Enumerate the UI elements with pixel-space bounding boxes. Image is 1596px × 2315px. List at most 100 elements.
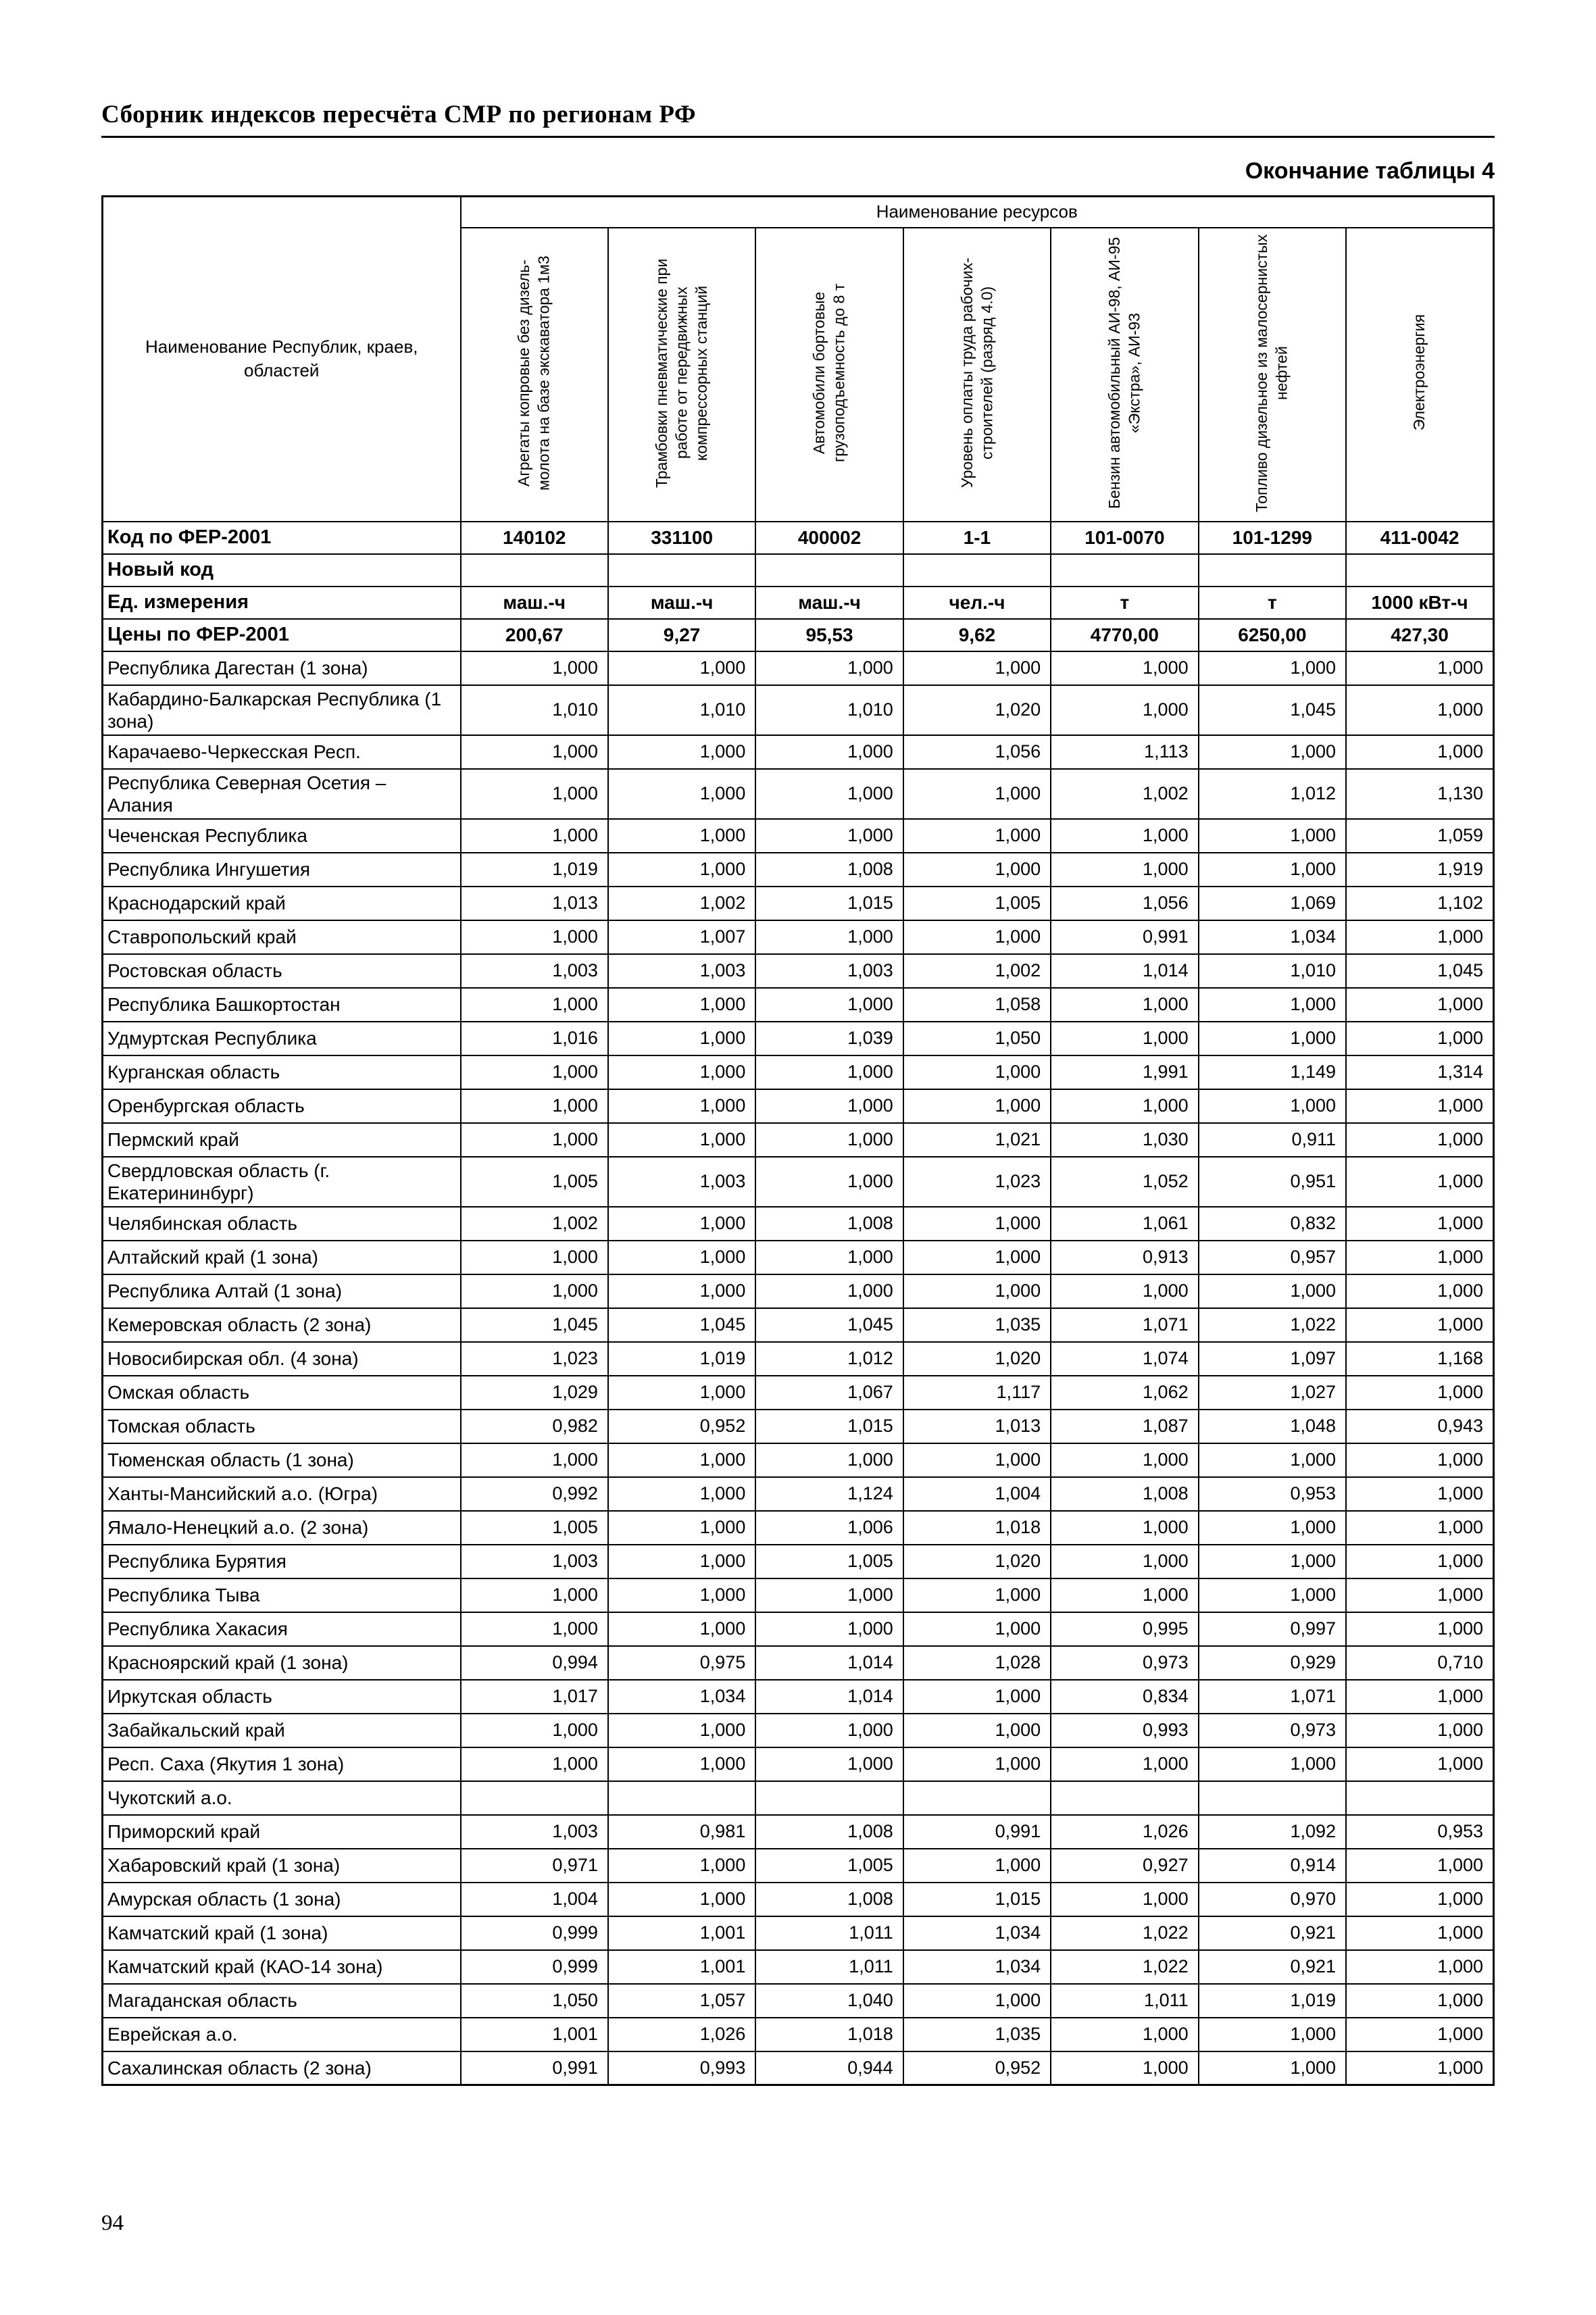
region-name: Сахалинская область (2 зона) [101, 2050, 462, 2086]
index-value: 1,000 [459, 1577, 609, 1613]
info-row-value: 9,62 [902, 618, 1052, 652]
index-value: 1,000 [1197, 1088, 1347, 1124]
index-value: 0,993 [1050, 1712, 1199, 1748]
index-value: 0,992 [459, 1476, 609, 1512]
index-value: 1,000 [902, 919, 1052, 955]
index-value: 1,000 [607, 768, 757, 820]
index-value: 1,005 [755, 1543, 904, 1579]
index-value: 1,000 [1197, 2050, 1347, 2086]
index-value: 1,000 [459, 1239, 609, 1275]
info-row-value [1345, 553, 1495, 587]
info-row-value: 331100 [607, 520, 757, 555]
index-value: 1,069 [1197, 885, 1347, 921]
index-value: 1,000 [1345, 734, 1495, 770]
index-value: 1,000 [1345, 1374, 1495, 1410]
index-value: 1,000 [1197, 2016, 1347, 2052]
index-value: 1,003 [459, 1814, 609, 1849]
index-value: 1,000 [459, 919, 609, 955]
index-value: 1,000 [755, 919, 904, 955]
index-value: 1,059 [1345, 818, 1495, 853]
index-value: 1,008 [755, 1205, 904, 1241]
region-name: Респ. Саха (Якутия 1 зона) [101, 1746, 462, 1782]
region-name: Курганская область [101, 1054, 462, 1090]
index-value: 1,000 [607, 1239, 757, 1275]
resource-column-header: Агрегаты копровые без дизель-молота на б… [459, 226, 609, 522]
index-value: 1,000 [607, 1374, 757, 1410]
region-name: Республика Бурятия [101, 1543, 462, 1579]
region-name: Красноярский край (1 зона) [101, 1645, 462, 1681]
index-value: 1,000 [1345, 1678, 1495, 1714]
info-row-value [607, 553, 757, 587]
index-value: 0,999 [459, 1915, 609, 1951]
table-row: Республика Хакасия 1,000 1,000 1,000 1,000 0,… [101, 1611, 1495, 1647]
index-value: 1,000 [1050, 851, 1199, 887]
index-value: 1,035 [902, 1307, 1052, 1343]
index-value: 1,000 [755, 1746, 904, 1782]
index-value: 0,911 [1197, 1122, 1347, 1158]
region-name: Камчатский край (КАО-14 зона) [101, 1949, 462, 1985]
index-value: 1,000 [755, 1122, 904, 1158]
region-name: Республика Северная Осетия – Алания [101, 768, 462, 820]
index-value: 1,000 [1345, 919, 1495, 955]
index-value: 1,003 [459, 1543, 609, 1579]
index-value: 1,000 [1345, 650, 1495, 686]
index-value: 1,000 [459, 987, 609, 1022]
index-value: 1,000 [1050, 1442, 1199, 1478]
index-value: 1,023 [459, 1341, 609, 1376]
index-value: 1,000 [607, 1577, 757, 1613]
index-value: 1,919 [1345, 851, 1495, 887]
table-row: Омская область 1,029 1,000 1,067 1,117 1,062 1… [101, 1374, 1495, 1410]
info-row-value: маш.-ч [459, 585, 609, 620]
info-row-value [1197, 553, 1347, 587]
index-value: 1,000 [902, 1577, 1052, 1613]
table-row: Амурская область (1 зона) 1,004 1,000 1,008… [101, 1881, 1495, 1917]
index-value: 1,000 [1050, 2050, 1199, 2086]
index-value: 1,034 [902, 1915, 1052, 1951]
index-value: 1,048 [1197, 1408, 1347, 1444]
region-name: Ставропольский край [101, 919, 462, 955]
index-value: 1,000 [1345, 1847, 1495, 1883]
index-value: 1,006 [755, 1510, 904, 1545]
index-value: 1,000 [459, 650, 609, 686]
index-value: 1,000 [1050, 1510, 1199, 1545]
index-value: 1,000 [459, 768, 609, 820]
index-value: 1,013 [459, 885, 609, 921]
region-rows: Республика Дагестан (1 зона) 1,000 1,000 1,… [101, 650, 1495, 2086]
index-value: 0,994 [459, 1645, 609, 1681]
index-value [607, 1780, 757, 1816]
index-value: 1,314 [1345, 1054, 1495, 1090]
table-row: Иркутская область 1,017 1,034 1,014 1,000 0,8… [101, 1678, 1495, 1714]
table-row: Свердловская область (г. Екатерининбург)… [101, 1155, 1495, 1208]
table-row: Камчатский край (1 зона) 0,999 1,001 1,011 1… [101, 1915, 1495, 1951]
index-value: 0,944 [755, 2050, 904, 2086]
index-value: 1,000 [1345, 1915, 1495, 1951]
region-name: Ростовская область [101, 953, 462, 989]
index-value: 1,000 [1345, 1510, 1495, 1545]
index-value: 0,921 [1197, 1915, 1347, 1951]
index-value: 1,000 [1197, 1510, 1347, 1545]
index-value: 1,052 [1050, 1155, 1199, 1208]
table-row: Магаданская область 1,050 1,057 1,040 1,000 1… [101, 1983, 1495, 2018]
index-value: 1,000 [755, 734, 904, 770]
index-value: 1,000 [459, 1746, 609, 1782]
index-value: 1,000 [755, 1239, 904, 1275]
index-value: 1,002 [902, 953, 1052, 989]
index-value: 1,000 [1050, 1577, 1199, 1613]
table-row: Еврейская а.о. 1,001 1,026 1,018 1,035 1,000 1… [101, 2016, 1495, 2052]
index-value: 1,000 [902, 1611, 1052, 1647]
index-value: 1,000 [902, 1847, 1052, 1883]
index-value: 1,000 [902, 851, 1052, 887]
index-value: 0,952 [902, 2050, 1052, 2086]
index-value: 1,000 [1197, 1442, 1347, 1478]
index-value: 1,000 [1345, 2050, 1495, 2086]
region-name: Забайкальский край [101, 1712, 462, 1748]
info-row-value [459, 553, 609, 587]
index-value: 1,010 [459, 684, 609, 736]
index-value: 1,000 [607, 1543, 757, 1579]
index-value: 1,034 [607, 1678, 757, 1714]
info-row-label: Новый код [101, 553, 462, 587]
index-value: 1,022 [1050, 1915, 1199, 1951]
region-name: Чеченская Республика [101, 818, 462, 853]
index-value: 1,000 [1197, 1746, 1347, 1782]
index-value: 0,971 [459, 1847, 609, 1883]
